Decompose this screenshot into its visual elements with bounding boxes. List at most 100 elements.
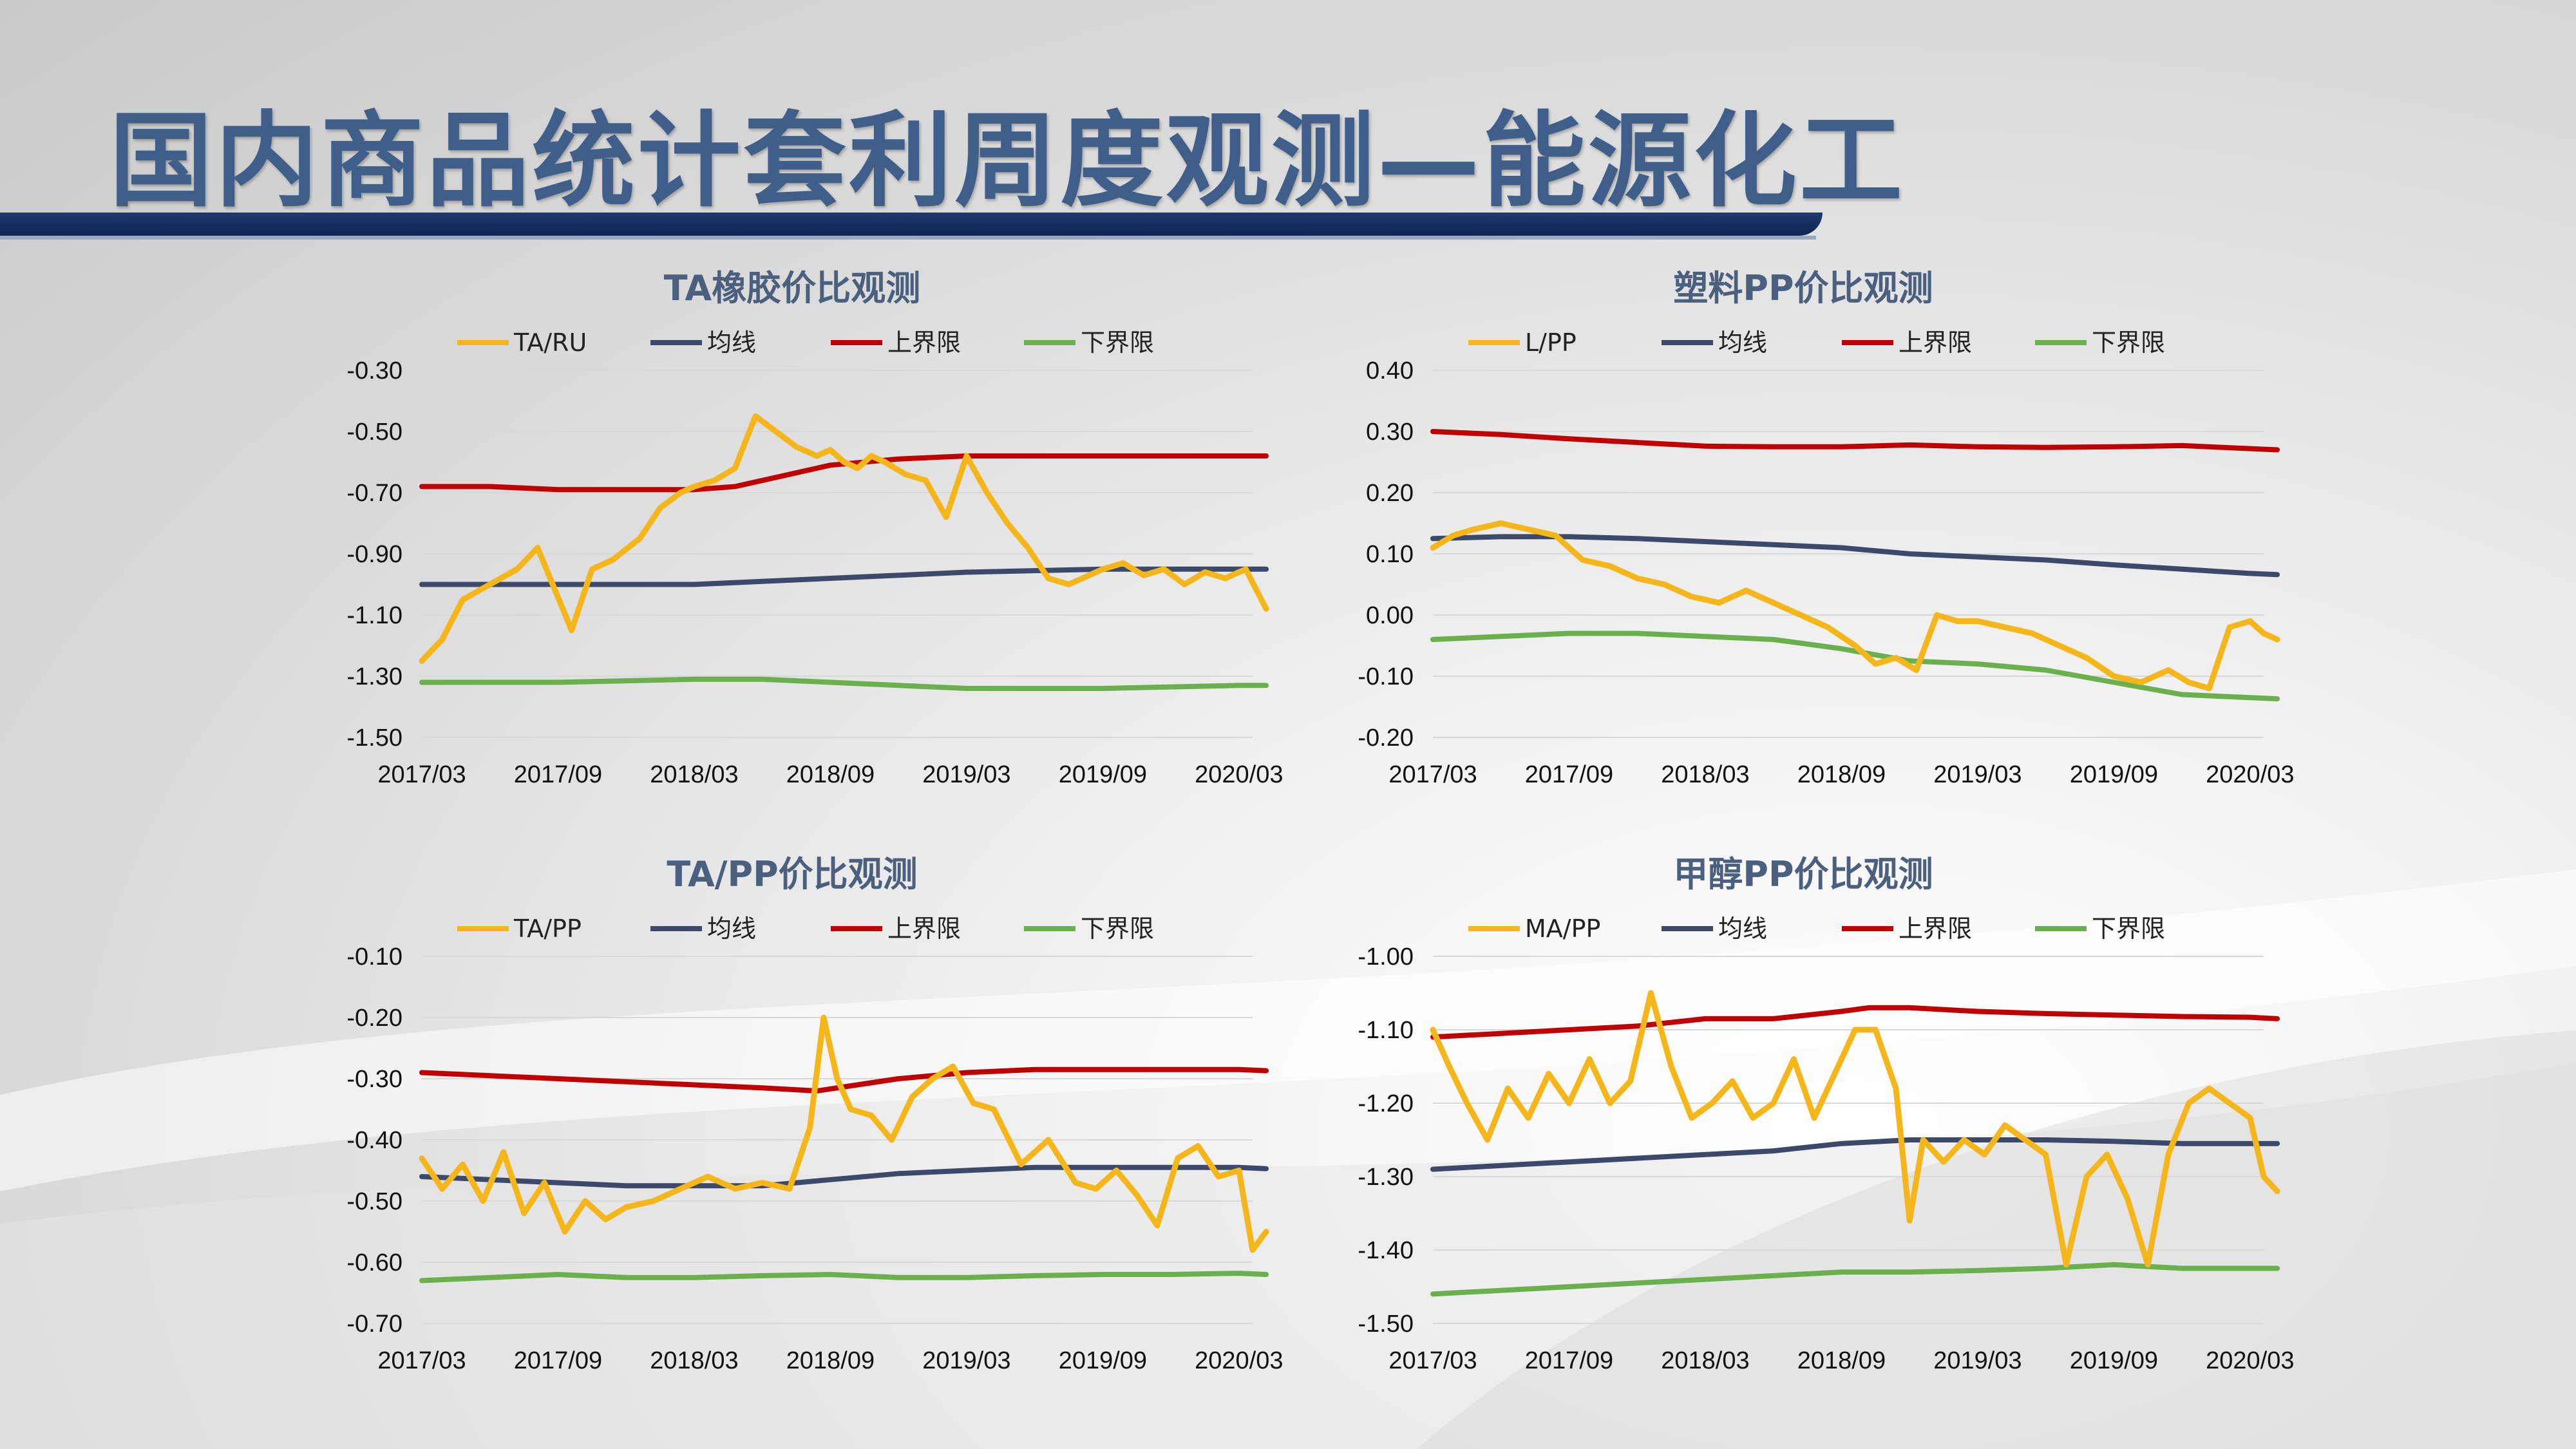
y-tick-label: -0.90 [346,541,402,568]
x-tick-label: 2019/09 [2070,761,2158,788]
x-tick-label: 2019/03 [1933,1347,2022,1374]
chart-panel-ta-pp: TA/PP价比观测 TA/PP 均线 上界限 下界限 -0.10 -0.20 -0.30 -0.… [277,844,1307,1436]
legend-item-ratio: L/PP [1468,328,1577,357]
y-tick-label: -1.30 [1358,1164,1414,1191]
legend-label: 均线 [707,914,756,943]
legend-label: 上界限 [1899,914,1972,943]
series-line-upper-bound [1430,429,2280,453]
y-tick-label: -1.50 [346,724,402,752]
legend-label: MA/PP [1525,914,1600,943]
y-tick-label: 0.20 [1366,480,1414,507]
series-line-ratio [1430,520,2280,692]
legend-label: 上界限 [887,914,961,943]
y-tick-label: -1.00 [1358,943,1414,971]
chart-title: 甲醇PP价比观测 [1673,854,1933,895]
chart-panel-l-pp: 塑料PP价比观测 L/PP 均线 上界限 下界限 0.40 0.30 0.20 0.10 0.00… [1288,258,2318,850]
legend-item-lower-bound: 下界限 [1024,328,1154,357]
legend-item-ratio: TA/PP [457,914,582,943]
legend-item-ratio: TA/RU [457,328,587,357]
x-tick-label: 2017/09 [1525,1347,1613,1374]
x-tick-label: 2018/03 [1661,1347,1749,1374]
series-line-upper-bound [1430,1005,2280,1040]
series-line-mean [419,1164,1269,1189]
legend-label: 下界限 [2092,328,2165,357]
legend-item-lower-bound: 下界限 [2035,328,2165,357]
legend-label: 上界限 [1899,328,1972,357]
x-tick-label: 2018/09 [1797,1347,1886,1374]
chart-panel-ma-pp: 甲醇PP价比观测 MA/PP 均线 上界限 下界限 -1.00 -1.10 -1.20 -1.3… [1288,844,2318,1436]
x-tick-label: 2019/09 [1059,761,1147,788]
legend-item-lower-bound: 下界限 [2035,914,2165,943]
x-tick-label: 2018/03 [650,1347,738,1374]
legend-item-mean: 均线 [650,328,756,357]
chart-title: TA橡胶价比观测 [664,268,920,308]
legend-item-mean: 均线 [1662,914,1767,943]
legend-label: 均线 [1718,328,1767,357]
series-line-lower-bound [1430,1262,2280,1297]
legend-item-upper-bound: 上界限 [831,914,961,943]
x-tick-label: 2018/09 [1797,761,1886,788]
series-line-upper-bound [419,453,1269,493]
legend-item-mean: 均线 [1662,328,1767,357]
y-tick-label: -1.40 [1358,1237,1414,1264]
chart-title: 塑料PP价比观测 [1673,268,1933,308]
series-line-lower-bound [419,1271,1269,1283]
y-tick-label: -1.30 [346,663,402,690]
title-underline-bar [0,213,1823,236]
page-title: 国内商品统计套利周度观测—能源化工 [109,100,1906,221]
chart-svg: 甲醇PP价比观测 MA/PP 均线 上界限 下界限 -1.00 -1.10 -1.20 -1.3… [1358,854,2294,1374]
series-line-lower-bound [419,676,1269,691]
y-tick-label: -1.50 [1358,1311,1414,1338]
x-tick-label: 2019/03 [922,761,1010,788]
legend-item-upper-bound: 上界限 [1842,914,1972,943]
legend-label: 下界限 [1081,328,1154,357]
x-tick-label: 2019/03 [1933,761,2022,788]
y-tick-label: -0.60 [346,1249,402,1276]
x-tick-label: 2017/03 [377,1347,466,1374]
legend-label: 下界限 [1081,914,1154,943]
chart-title: TA/PP价比观测 [667,854,917,895]
chart-svg: TA橡胶价比观测 TA/RU 均线 上界限 下界限 -0.30 -0.50 -0.70 -0.9… [346,268,1283,788]
x-tick-label: 2017/03 [1388,1347,1477,1374]
legend-label: L/PP [1525,328,1577,357]
x-tick-label: 2018/09 [786,1347,875,1374]
x-tick-label: 2017/09 [514,761,602,788]
x-tick-label: 2019/09 [1059,1347,1147,1374]
x-tick-label: 2020/03 [2206,761,2294,788]
x-tick-label: 2018/03 [650,761,738,788]
legend-label: 均线 [1718,914,1767,943]
series-line-lower-bound [1430,630,2280,702]
y-tick-label: -0.50 [346,419,402,446]
series-line-upper-bound [419,1066,1269,1094]
title-underline-accent [0,236,1816,240]
y-tick-label: -1.10 [346,602,402,629]
y-tick-label: 0.40 [1366,357,1414,384]
chart-svg: 塑料PP价比观测 L/PP 均线 上界限 下界限 0.40 0.30 0.20 0.10 0.00… [1358,268,2294,788]
y-tick-label: -0.20 [346,1005,402,1032]
legend-label: 均线 [707,328,756,357]
x-tick-label: 2018/09 [786,761,875,788]
y-tick-label: -0.10 [1358,663,1414,690]
y-tick-label: -0.10 [346,943,402,971]
x-tick-label: 2017/09 [514,1347,602,1374]
x-tick-label: 2019/03 [922,1347,1010,1374]
x-tick-label: 2020/03 [2206,1347,2294,1374]
series-line-ratio [419,1014,1269,1253]
x-tick-label: 2019/09 [2070,1347,2158,1374]
y-tick-label: 0.00 [1366,602,1414,629]
legend-item-lower-bound: 下界限 [1024,914,1154,943]
y-tick-label: -0.30 [346,357,402,384]
y-tick-label: -0.20 [1358,724,1414,752]
legend-item-upper-bound: 上界限 [1842,328,1972,357]
chart-panel-ta-ru: TA橡胶价比观测 TA/RU 均线 上界限 下界限 -0.30 -0.50 -0.70 -0.9… [277,258,1307,850]
legend-item-upper-bound: 上界限 [831,328,961,357]
y-tick-label: -0.70 [346,1311,402,1338]
legend-label: 上界限 [887,328,961,357]
y-tick-label: -0.70 [346,480,402,507]
y-tick-label: 0.10 [1366,541,1414,568]
series-line-ratio [419,413,1269,664]
x-tick-label: 2017/03 [377,761,466,788]
series-line-mean [1430,534,2280,578]
legend-label: TA/RU [513,328,587,357]
y-tick-label: -0.50 [346,1188,402,1215]
